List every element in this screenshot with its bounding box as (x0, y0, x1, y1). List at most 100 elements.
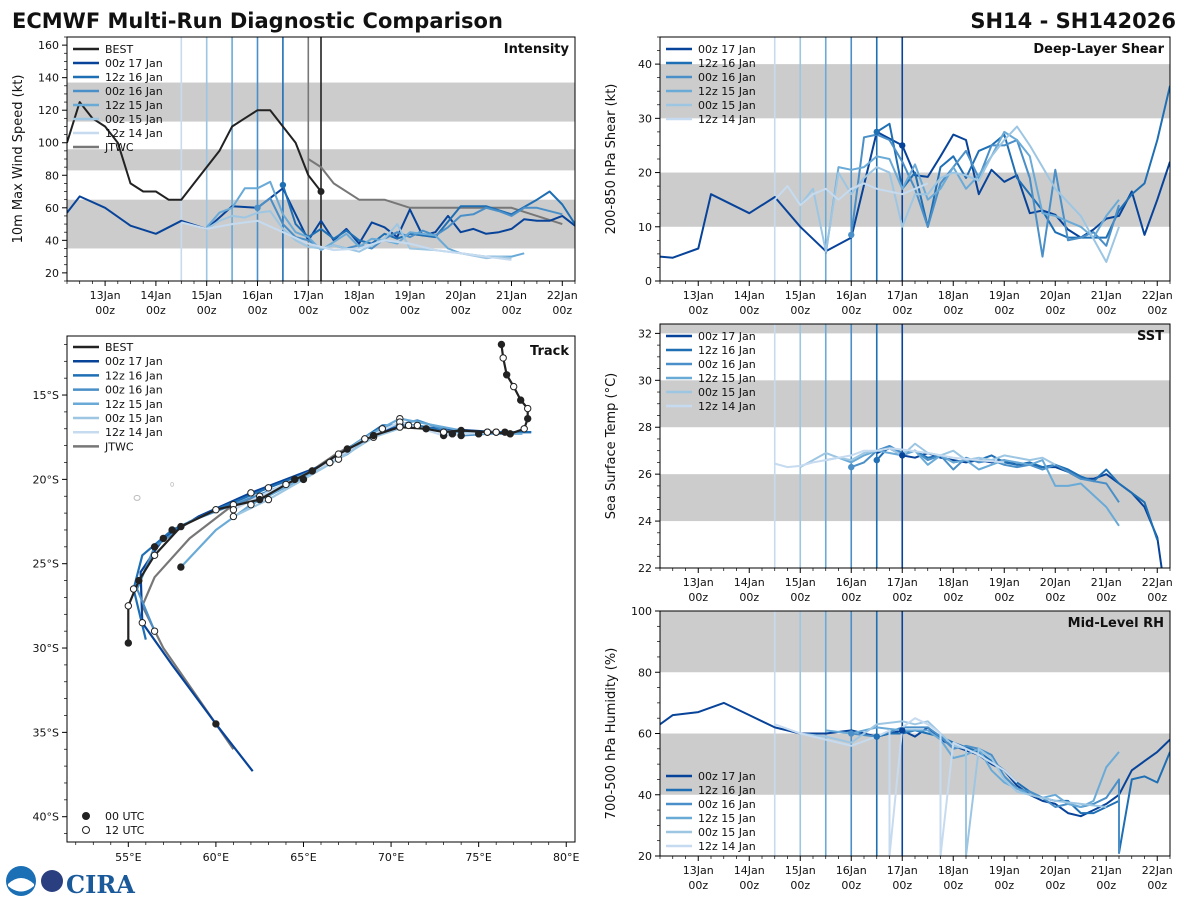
track-marker-best (282, 480, 290, 489)
intensity-start-marker-12z-16-jan (279, 181, 287, 189)
track-marker-12z-16-jan (413, 421, 422, 430)
rh-start-marker-00z-16-jan (848, 730, 855, 737)
track-marker-best (135, 576, 143, 585)
sst-xtick-sublabel: 00z (1096, 591, 1116, 604)
intensity-ytick-label: 40 (45, 234, 59, 247)
globe-icon (41, 870, 63, 892)
intensity-start-marker-00z-16-jan (254, 204, 261, 211)
track-marker-00z-15-jan (229, 512, 238, 521)
track-xtick-label: 80°E (553, 851, 579, 864)
track-xtick-label: 75°E (465, 851, 491, 864)
intensity-xtick-label: 16Jan (242, 289, 273, 302)
rh-xtick-sublabel: 00z (790, 879, 810, 892)
track-marker-00z-15-jan (492, 428, 500, 436)
sst-title: SST (1137, 329, 1164, 344)
shear-start-marker-00z-16-jan (848, 231, 855, 239)
shear-xtick-label: 18Jan (938, 289, 969, 302)
intensity-xtick-sublabel: 00z (451, 304, 471, 317)
intensity-xtick-sublabel: 00z (298, 304, 318, 317)
storm-id-title: SH14 - SH142026 (970, 9, 1176, 33)
rh-plot-area (660, 611, 1170, 856)
rh-xtick-sublabel: 00z (841, 879, 861, 892)
sst-legend-00z-16-jan: 00z 16 Jan (698, 358, 756, 371)
rh-title: Mid-Level RH (1068, 616, 1164, 631)
rh-start-marker-12z-16-jan (873, 733, 880, 740)
sst-legend-00z-15-jan: 00z 15 Jan (698, 386, 756, 399)
sst-xtick-label: 14Jan (734, 576, 765, 589)
track-marker-00z-15-jan (404, 421, 413, 430)
track-ytick-label: 40°S (33, 811, 59, 824)
rh-xtick-sublabel: 00z (994, 879, 1014, 892)
intensity-ytick-label: 20 (45, 267, 59, 280)
sst-legend-12z-16-jan: 12z 16 Jan (698, 344, 756, 357)
track-marker-best (124, 639, 133, 647)
rh-xtick-label: 20Jan (1040, 864, 1071, 877)
rh-panel: 20 40 60 80 100 13Jan 00z 14Jan 00z 15Jan 00z 16Jan… (604, 605, 1173, 892)
track-legend-best: BEST (105, 341, 133, 354)
track-marker-12z-16-jan (168, 526, 176, 534)
rh-xtick-label: 14Jan (734, 864, 765, 877)
track-marker-legend-00-utc (82, 812, 90, 820)
intensity-xtick-sublabel: 00z (349, 304, 369, 317)
sst-series-12z-16-jan (876, 445, 1159, 541)
rh-xtick-sublabel: 00z (739, 879, 759, 892)
rh-xtick-sublabel: 00z (1147, 879, 1167, 892)
track-ytick-label: 30°S (33, 642, 59, 655)
shear-xtick-label: 15Jan (785, 289, 816, 302)
intensity-xtick-label: 22Jan (547, 289, 578, 302)
sst-series-12z-14-jan (774, 447, 1005, 469)
track-marker-best (516, 396, 525, 404)
intensity-ytick-label: 120 (38, 104, 59, 117)
shear-xtick-sublabel: 00z (892, 304, 912, 317)
sst-ytick-label: 22 (638, 562, 652, 575)
shear-xtick-label: 14Jan (734, 289, 765, 302)
intensity-legend-jtwc: JTWC (104, 141, 134, 154)
intensity-legend-12z-14-jan: 12z 14 Jan (105, 127, 163, 140)
intensity-xtick-label: 18Jan (344, 289, 375, 302)
track-legend-00z-15-jan: 00z 15 Jan (105, 412, 163, 425)
track-marker-legend-label: 00 UTC (105, 810, 145, 823)
sst-xtick-label: 17Jan (887, 576, 918, 589)
track-marker-best (396, 423, 404, 431)
shear-ylabel: 200-850 hPa Shear (kt) (604, 84, 619, 235)
rh-ytick-label: 100 (631, 605, 652, 618)
track-xtick-label: 55°E (115, 851, 141, 864)
track-marker-best (177, 522, 185, 531)
shear-panel: 0 10 20 30 40 13Jan 00z 14Jan 00z 15Jan 00z 16Jan 00… (604, 36, 1173, 317)
rh-xtick-label: 15Jan (785, 864, 816, 877)
shear-xtick-sublabel: 00z (943, 304, 963, 317)
rh-xtick-label: 17Jan (887, 864, 918, 877)
track-marker-00z-15-jan (299, 475, 308, 484)
sst-xtick-sublabel: 00z (1045, 591, 1065, 604)
sst-xtick-label: 20Jan (1040, 576, 1071, 589)
shear-series-00z-16-jan (850, 133, 1120, 258)
shear-ytick-label: 40 (638, 58, 652, 71)
intensity-xtick-sublabel: 00z (502, 304, 522, 317)
sst-ytick-label: 24 (638, 515, 652, 528)
sst-xtick-sublabel: 00z (790, 591, 810, 604)
rh-xtick-label: 22Jan (1142, 864, 1173, 877)
rh-legend-12z-16-jan: 12z 16 Jan (698, 784, 756, 797)
intensity-xtick-sublabel: 00z (248, 304, 268, 317)
track-marker-12z-15-jan (177, 563, 185, 571)
rh-ytick-label: 60 (638, 728, 652, 741)
sst-legend-00z-17-jan: 00z 17 Jan (698, 330, 756, 343)
track-marker-legend-12-utc (82, 826, 90, 834)
track-marker-best (150, 551, 159, 559)
intensity-xtick-sublabel: 00z (400, 304, 420, 317)
track-series-jtwc (141, 434, 375, 750)
track-marker-12z-14-jan (291, 475, 299, 484)
intensity-panel: 20 40 60 80 100 120 140 160 13Jan 00z 14Jan 00z 15Ja… (11, 36, 578, 317)
track-marker-00z-17-jan (138, 619, 147, 627)
track-series-best (127, 344, 529, 643)
track-marker-best (509, 382, 518, 391)
shear-xtick-sublabel: 00z (739, 304, 759, 317)
intensity-xtick-label: 15Jan (191, 289, 222, 302)
rh-legend-00z-16-jan: 00z 16 Jan (698, 798, 756, 811)
track-ytick-label: 25°S (33, 558, 59, 571)
shear-xtick-sublabel: 00z (1147, 304, 1167, 317)
shear-legend-12z-14-jan: 12z 14 Jan (698, 113, 756, 126)
mauritius-island (170, 481, 175, 487)
track-marker-00z-15-jan (448, 430, 457, 438)
cira-logo: CIRA (6, 866, 135, 899)
